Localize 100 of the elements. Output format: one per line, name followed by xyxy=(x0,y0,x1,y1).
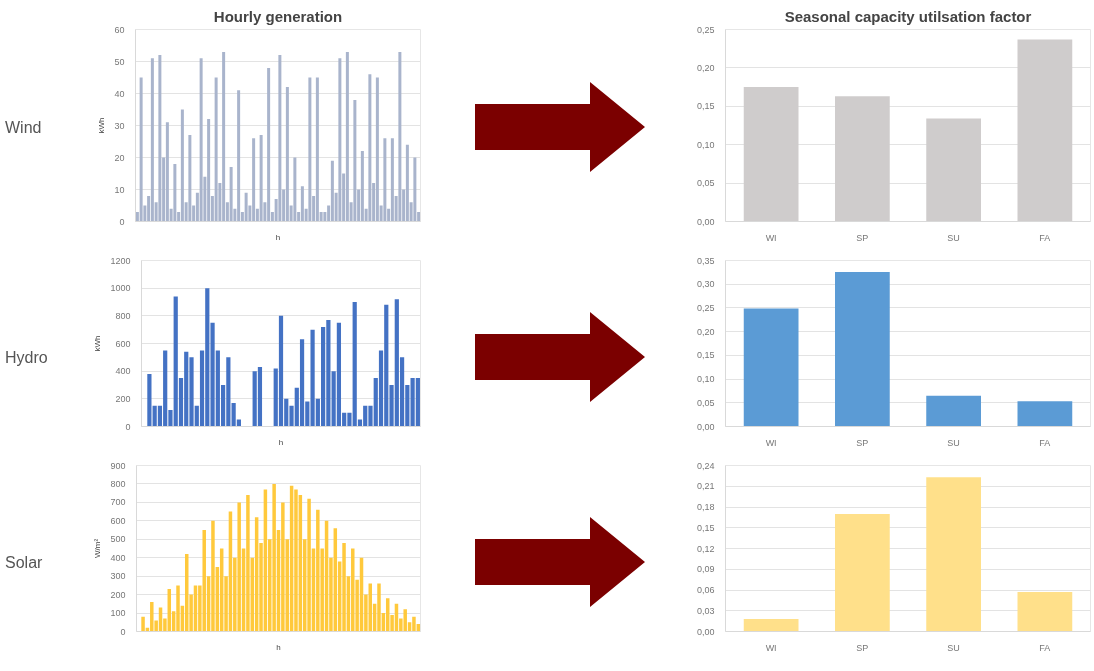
y-tick-label: 1200 xyxy=(110,255,131,266)
y-axis-title: W/m² xyxy=(93,538,103,559)
y-tick-label: 0,00 xyxy=(696,626,715,637)
y-tick-label: 400 xyxy=(115,366,131,377)
bar xyxy=(926,477,981,632)
bar xyxy=(299,339,305,427)
y-tick-label: 300 xyxy=(110,571,126,582)
bar xyxy=(743,308,799,427)
bar xyxy=(257,367,263,427)
bar xyxy=(180,109,184,222)
y-tick-label: 500 xyxy=(110,534,126,545)
y-tick-label: 10 xyxy=(114,184,125,195)
bar xyxy=(237,502,241,632)
x-tick-label: SU xyxy=(947,232,960,243)
y-tick-label: 20 xyxy=(114,152,125,163)
y-tick-label: 800 xyxy=(115,310,131,321)
x-tick-label: FA xyxy=(1039,642,1051,653)
bar xyxy=(139,77,143,222)
x-tick-label: WI xyxy=(765,642,777,653)
bar xyxy=(214,77,218,222)
y-axis-title: kWh xyxy=(93,335,103,352)
bar xyxy=(403,609,407,632)
y-tick-label: 0,05 xyxy=(696,178,715,189)
y-tick-label: 0,03 xyxy=(696,605,715,616)
bar xyxy=(330,160,334,222)
y-tick-label: 0,09 xyxy=(696,564,715,575)
bar xyxy=(202,530,206,632)
bar xyxy=(743,87,799,222)
bar xyxy=(252,138,256,222)
bar xyxy=(316,509,320,632)
y-tick-label: 0,12 xyxy=(696,543,715,554)
bar xyxy=(229,167,233,222)
y-tick-label: 0,18 xyxy=(696,502,715,512)
bar xyxy=(150,601,154,632)
y-tick-label: 40 xyxy=(114,88,125,99)
bar xyxy=(188,135,192,222)
bar xyxy=(835,96,890,222)
x-tick-label: SP xyxy=(856,437,869,448)
bar xyxy=(294,489,298,632)
y-tick-label: 200 xyxy=(115,393,131,404)
bar xyxy=(272,483,276,632)
y-tick-label: 0,06 xyxy=(696,585,715,595)
x-tick-label: SP xyxy=(856,232,869,243)
bar xyxy=(173,163,177,222)
y-tick-label: 60 xyxy=(114,24,125,35)
y-tick-label: 0,21 xyxy=(696,481,715,492)
bar xyxy=(390,138,394,222)
bar xyxy=(353,99,357,222)
bar xyxy=(338,58,342,222)
bar xyxy=(342,542,346,632)
bar xyxy=(743,619,799,632)
bar xyxy=(926,395,981,427)
y-tick-label: 0,25 xyxy=(696,302,715,313)
bar xyxy=(278,55,282,222)
chart-title: Seasonal capacity utilsation factor xyxy=(784,7,1032,25)
y-tick-label: 0,00 xyxy=(696,421,715,432)
bar xyxy=(315,77,319,222)
y-tick-label: 0,25 xyxy=(696,24,715,35)
x-axis-title: h xyxy=(275,232,281,242)
bar xyxy=(398,51,402,222)
bar xyxy=(377,583,381,632)
bar xyxy=(278,315,284,427)
bar xyxy=(345,51,349,222)
y-tick-label: 0,30 xyxy=(696,279,715,290)
bar xyxy=(293,157,297,222)
bar xyxy=(336,322,342,427)
y-tick-label: 0,15 xyxy=(696,522,715,533)
bar xyxy=(405,144,409,222)
bar xyxy=(281,502,285,632)
bar xyxy=(285,87,289,222)
bar xyxy=(413,157,417,222)
x-tick-label: FA xyxy=(1039,232,1051,243)
y-tick-label: 600 xyxy=(110,515,126,526)
bar xyxy=(1017,39,1073,222)
y-tick-label: 0,00 xyxy=(696,216,715,227)
y-tick-label: 900 xyxy=(110,460,126,471)
text: Wind xyxy=(5,118,42,138)
y-tick-label: 0,24 xyxy=(696,460,715,471)
y-tick-label: 200 xyxy=(110,589,126,600)
bar xyxy=(375,77,379,222)
y-tick-label: 0 xyxy=(119,216,125,227)
text: Solar xyxy=(5,553,43,573)
bar xyxy=(211,520,215,632)
y-axis-title: kWh xyxy=(97,117,107,134)
y-tick-label: 0,15 xyxy=(696,101,715,112)
y-tick-label: 800 xyxy=(110,478,126,489)
bar xyxy=(246,495,250,632)
bar xyxy=(835,513,890,632)
x-axis-title: h xyxy=(278,437,284,447)
bar xyxy=(300,186,304,222)
bar xyxy=(244,192,248,222)
bar xyxy=(360,151,364,222)
bar xyxy=(267,67,271,222)
y-tick-label: 0,10 xyxy=(696,139,715,150)
bar xyxy=(176,585,180,632)
bar xyxy=(307,498,311,632)
y-tick-label: 1000 xyxy=(110,283,131,294)
y-tick-label: 100 xyxy=(110,608,126,619)
bar xyxy=(165,122,169,222)
bar xyxy=(222,51,226,222)
